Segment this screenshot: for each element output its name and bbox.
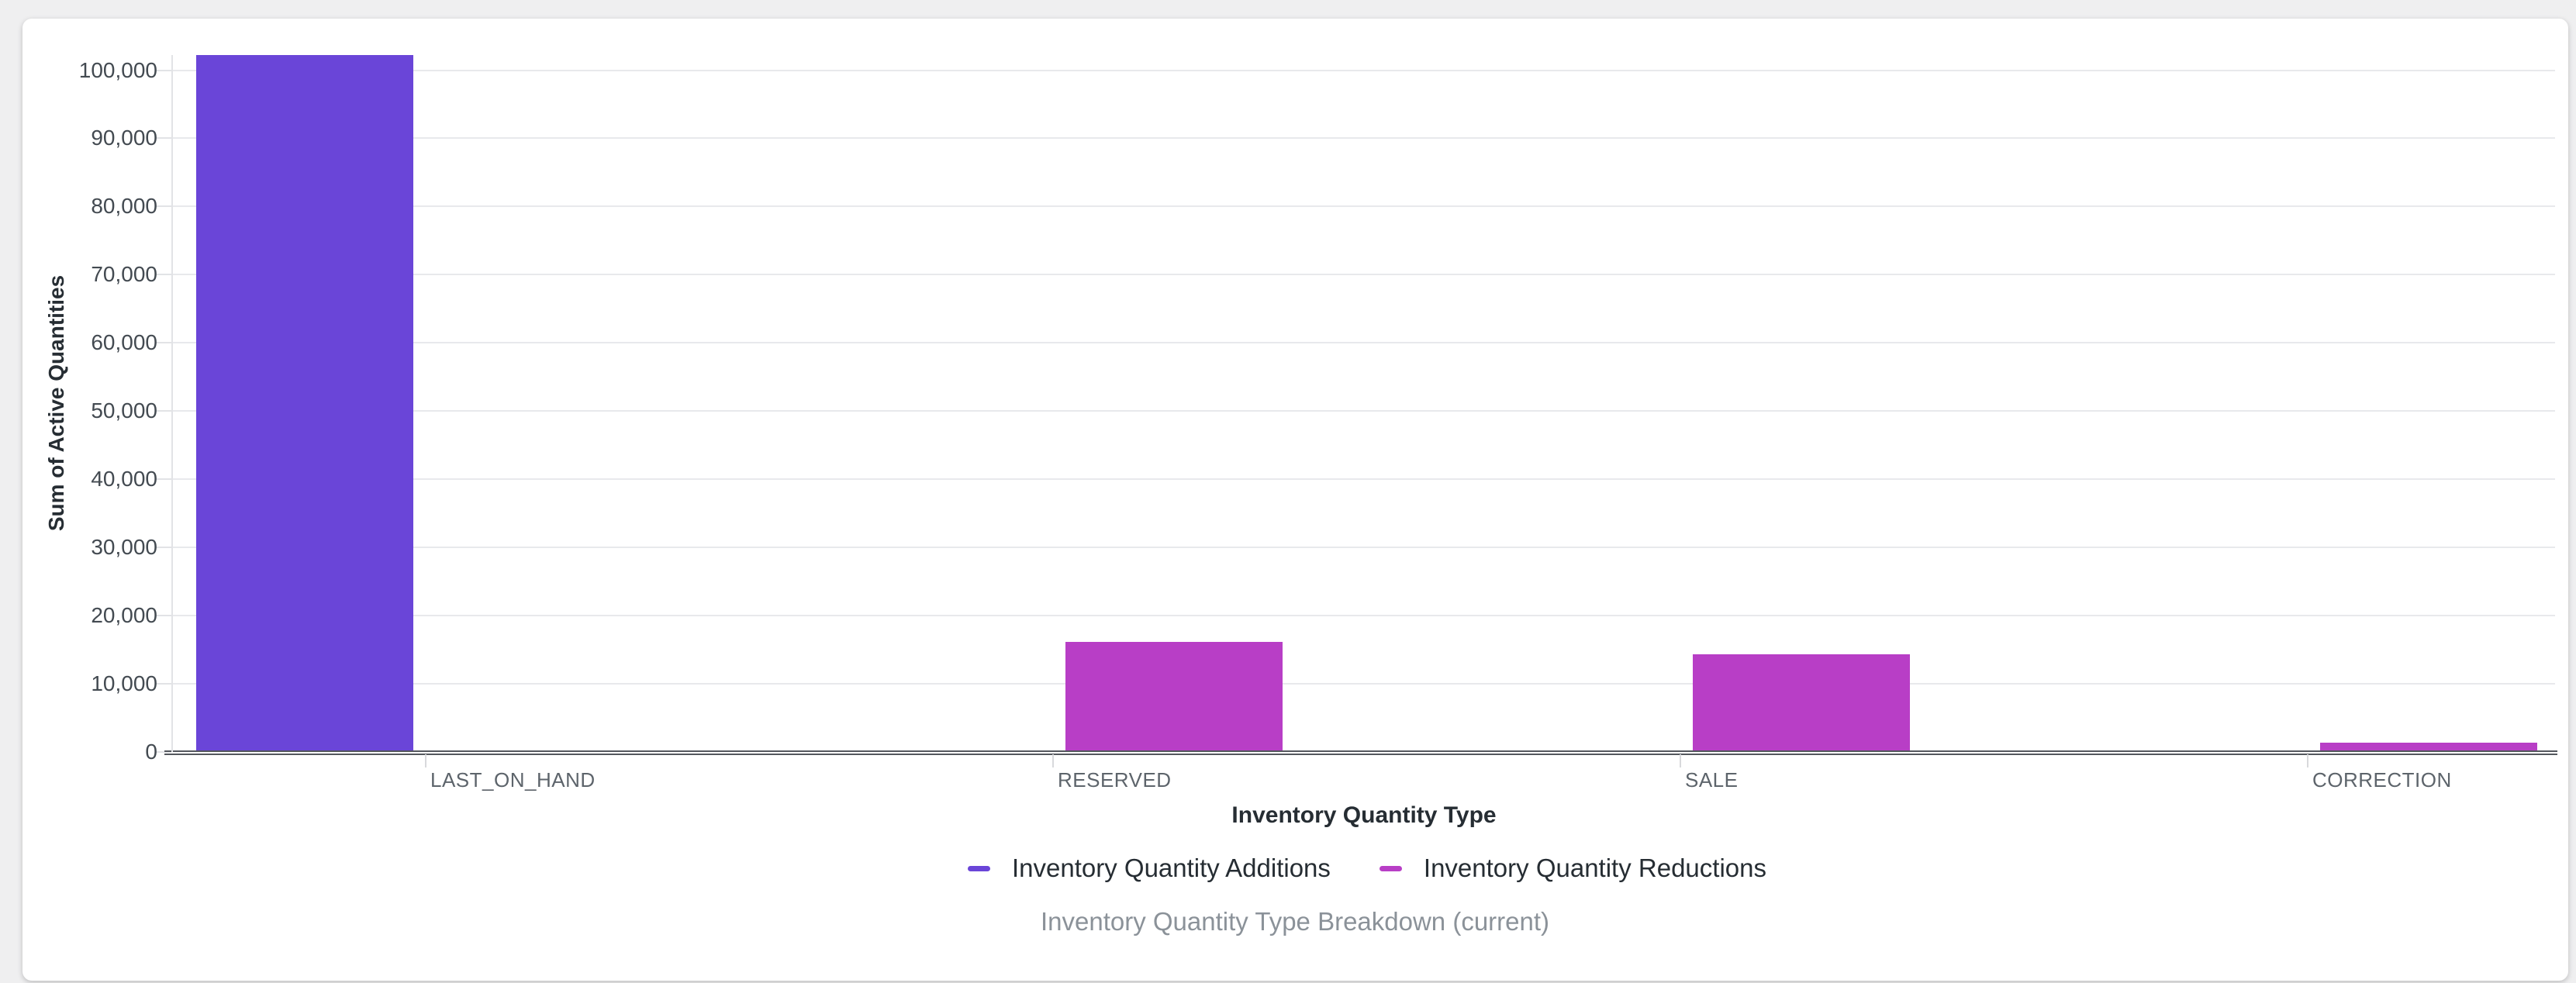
legend-item-additions[interactable]: Inventory Quantity Additions xyxy=(968,854,1331,883)
y-tick-label: 10,000 xyxy=(91,671,157,696)
y-axis-line xyxy=(171,55,173,752)
y-tick-mark xyxy=(156,274,171,276)
bar-last_on_hand-additions[interactable] xyxy=(196,55,413,751)
x-tick-mark xyxy=(2307,754,2308,767)
y-tick-label: 80,000 xyxy=(91,194,157,219)
y-tick-mark xyxy=(156,751,171,753)
x-tick-mark xyxy=(1680,754,1681,767)
legend-label-reductions: Inventory Quantity Reductions xyxy=(1423,854,1766,882)
y-tick-mark xyxy=(156,137,171,140)
legend-item-reductions[interactable]: Inventory Quantity Reductions xyxy=(1379,854,1766,883)
y-tick-label: 60,000 xyxy=(91,330,157,355)
y-tick-label: 30,000 xyxy=(91,535,157,560)
y-tick-label: 40,000 xyxy=(91,467,157,491)
gridline xyxy=(173,342,2555,344)
gridline xyxy=(173,274,2555,276)
gridline xyxy=(173,205,2555,208)
gridline xyxy=(173,683,2555,685)
x-category-label: LAST_ON_HAND xyxy=(430,768,596,792)
y-tick-label: 0 xyxy=(145,740,157,764)
gridline xyxy=(173,69,2555,71)
y-tick-mark xyxy=(156,615,171,617)
x-axis-title: Inventory Quantity Type xyxy=(1231,802,1497,828)
x-tick-mark xyxy=(1052,754,1054,767)
chart-card xyxy=(22,19,2568,981)
y-tick-label: 90,000 xyxy=(91,126,157,150)
x-category-label: RESERVED xyxy=(1058,768,1172,792)
legend-label-additions: Inventory Quantity Additions xyxy=(1012,854,1331,882)
y-tick-label: 20,000 xyxy=(91,603,157,628)
x-category-label: SALE xyxy=(1685,768,1739,792)
gridline xyxy=(173,410,2555,412)
y-tick-mark xyxy=(156,547,171,549)
y-tick-label: 50,000 xyxy=(91,398,157,423)
y-tick-mark xyxy=(156,69,171,71)
legend: Inventory Quantity Additions Inventory Q… xyxy=(968,851,1766,885)
x-tick-mark xyxy=(425,754,426,767)
additions-series-marker-icon xyxy=(968,865,991,871)
y-tick-label: 70,000 xyxy=(91,262,157,287)
chart-title: Inventory Quantity Type Breakdown (curre… xyxy=(1040,907,1550,936)
bar-sale-reductions[interactable] xyxy=(1693,654,1910,751)
y-tick-mark xyxy=(156,683,171,685)
gridline xyxy=(173,478,2555,481)
x-category-label: CORRECTION xyxy=(2312,768,2452,792)
bar-correction-reductions[interactable] xyxy=(2320,742,2537,751)
bar-reserved-reductions[interactable] xyxy=(1065,641,1283,751)
reductions-series-marker-icon xyxy=(1379,865,1402,871)
y-tick-mark xyxy=(156,342,171,344)
y-tick-mark xyxy=(156,205,171,208)
y-tick-mark xyxy=(156,478,171,481)
gridline xyxy=(173,547,2555,549)
gridline xyxy=(173,615,2555,617)
y-tick-mark xyxy=(156,410,171,412)
y-tick-label: 100,000 xyxy=(78,57,157,82)
gridline xyxy=(173,137,2555,140)
x-axis-baseline xyxy=(164,750,2557,755)
